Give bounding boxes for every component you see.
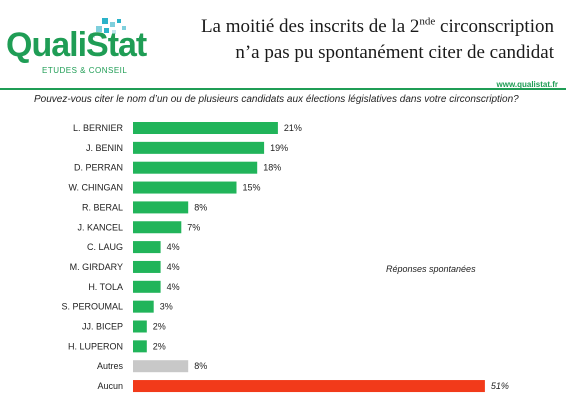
bar — [133, 141, 265, 154]
category-label: Aucun — [97, 381, 123, 391]
value-label: 4% — [167, 282, 180, 292]
title-line1-part2: circonscription — [435, 16, 554, 37]
category-label: Autres — [97, 361, 124, 371]
value-label: 3% — [160, 302, 173, 312]
bar — [133, 122, 278, 134]
value-label: 8% — [194, 202, 207, 212]
category-label: W. CHINGAN — [68, 183, 123, 193]
value-label: 2% — [153, 322, 166, 332]
value-label: 2% — [153, 341, 166, 351]
bar — [133, 380, 485, 393]
value-label: 15% — [243, 183, 261, 193]
value-label: 7% — [187, 222, 200, 232]
bar — [133, 320, 147, 333]
qualistat-logo: QualiStat ETUDES & CONSEIL — [6, 18, 176, 75]
category-label: L. BERNIER — [73, 123, 124, 133]
category-label: J. BENIN — [86, 143, 123, 153]
chart-note: Réponses spontanées — [386, 264, 476, 274]
value-label: 8% — [194, 361, 207, 371]
survey-question: Pouvez-vous citer le nom d’un ou de plus… — [34, 94, 519, 105]
category-label: R. BERAL — [82, 202, 123, 212]
bar — [133, 360, 189, 373]
page-title: La moitié des inscrits de la 2nde circon… — [174, 14, 554, 66]
bar — [133, 260, 161, 273]
bar — [133, 201, 189, 214]
value-label: 4% — [167, 262, 180, 272]
value-label: 51% — [491, 381, 509, 391]
header: QualiStat ETUDES & CONSEIL La moitié des… — [0, 0, 566, 89]
value-label: 19% — [270, 143, 288, 153]
bar — [133, 161, 258, 174]
category-label: H. TOLA — [88, 282, 123, 292]
category-label: S. PEROUMAL — [61, 302, 123, 312]
website-url: www.qualistat.fr — [496, 80, 559, 89]
logo-subtitle: ETUDES & CONSEIL — [42, 66, 128, 75]
title-superscript: nde — [419, 15, 436, 28]
bar — [133, 181, 237, 194]
value-label: 21% — [284, 123, 302, 133]
category-label: D. PERRAN — [74, 163, 123, 173]
category-label: H. LUPERON — [68, 341, 123, 351]
bar — [133, 300, 154, 313]
bar — [133, 340, 147, 353]
header-divider — [0, 88, 566, 90]
category-label: M. GIRDARY — [70, 262, 123, 272]
title-line1-part1: La moitié des inscrits de la 2 — [200, 16, 420, 37]
bar — [133, 221, 182, 234]
bar — [133, 241, 161, 254]
category-label: C. LAUG — [87, 242, 123, 252]
title-line2: n’a pas pu spontanément citer de candida… — [235, 42, 554, 63]
value-label: 4% — [167, 242, 180, 252]
bar — [133, 280, 161, 293]
logo-text: QualiStat — [6, 26, 147, 64]
logo-squares-icon — [90, 18, 126, 38]
value-label: 18% — [263, 163, 281, 173]
category-label: J. KANCEL — [77, 222, 123, 232]
category-label: JJ. BICEP — [82, 322, 123, 332]
